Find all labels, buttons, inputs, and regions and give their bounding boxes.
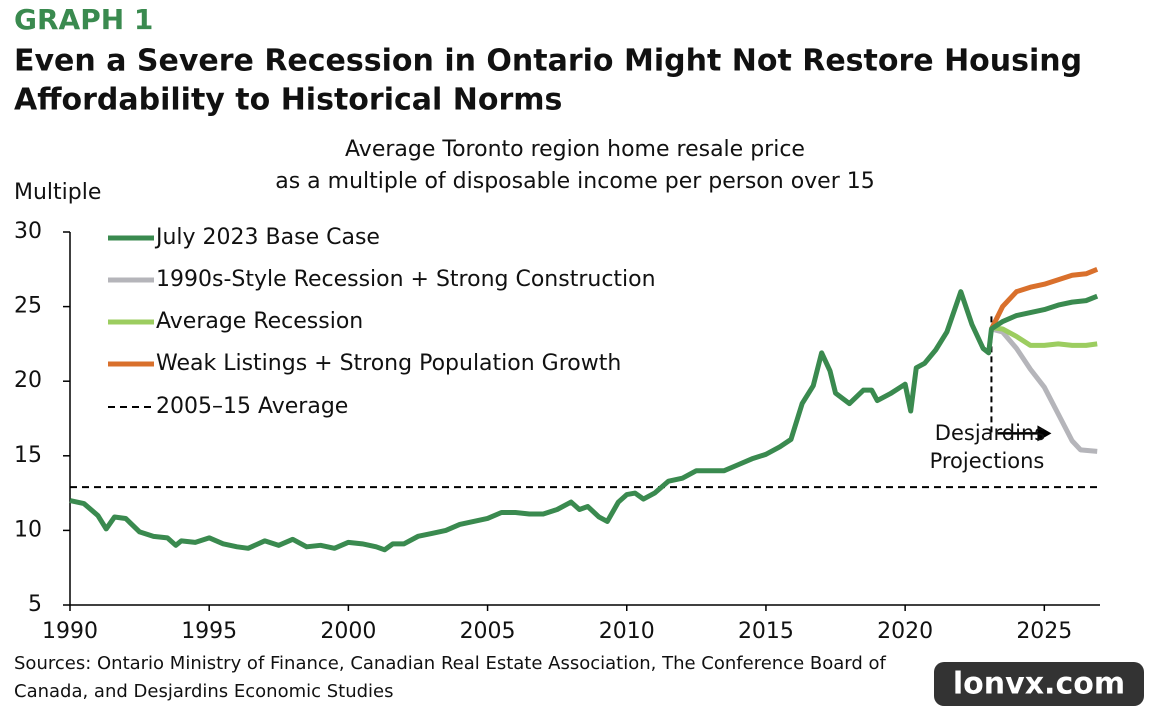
watermark-box [934, 662, 1144, 706]
legend-label: 2005–15 Average [156, 394, 348, 419]
subtitle: as a multiple of disposable income per p… [275, 169, 875, 194]
x-tick-label: 2010 [599, 619, 655, 644]
series-line [990, 326, 1098, 454]
chart-title: Affordability to Historical Norms [14, 83, 562, 118]
source: Sources: Ontario Ministry of Finance, Ca… [14, 653, 887, 674]
annotation: Desjardins [935, 421, 1045, 445]
series-line [69, 289, 1099, 553]
chart-title: Even a Severe Recession in Ontario Might… [14, 44, 1082, 79]
subtitle: Average Toronto region home resale price [345, 137, 805, 162]
legend-label: Average Recession [156, 309, 363, 334]
source: Canada, and Desjardins Economic Studies [14, 681, 394, 702]
y-axis-label: Multiple [14, 180, 101, 205]
y-tick-label: 20 [14, 368, 42, 393]
x-tick-label: 2005 [460, 619, 516, 644]
legend-label: Weak Listings + Strong Population Growth [156, 351, 621, 376]
arrow-head [1037, 425, 1052, 442]
x-tick-label: 2025 [1016, 619, 1072, 644]
x-tick-label: 1990 [42, 619, 98, 644]
series-line [991, 325, 1098, 348]
y-tick-label: 5 [28, 592, 42, 617]
graph-label: GRAPH 1 [14, 3, 153, 36]
legend-label: July 2023 Base Case [154, 225, 380, 250]
annotation: Projections [930, 449, 1045, 473]
x-tick-label: 2015 [738, 619, 794, 644]
x-tick-label: 2020 [877, 619, 933, 644]
series-line [989, 266, 1099, 331]
y-tick-label: 10 [14, 517, 42, 542]
watermark: lonvx.com [953, 667, 1125, 702]
x-tick-label: 1995 [181, 619, 237, 644]
y-tick-label: 25 [14, 294, 42, 319]
x-tick-label: 2000 [320, 619, 376, 644]
legend-label: 1990s-Style Recession + Strong Construct… [156, 267, 656, 292]
y-tick-label: 15 [14, 443, 42, 468]
y-tick-label: 30 [14, 219, 42, 244]
